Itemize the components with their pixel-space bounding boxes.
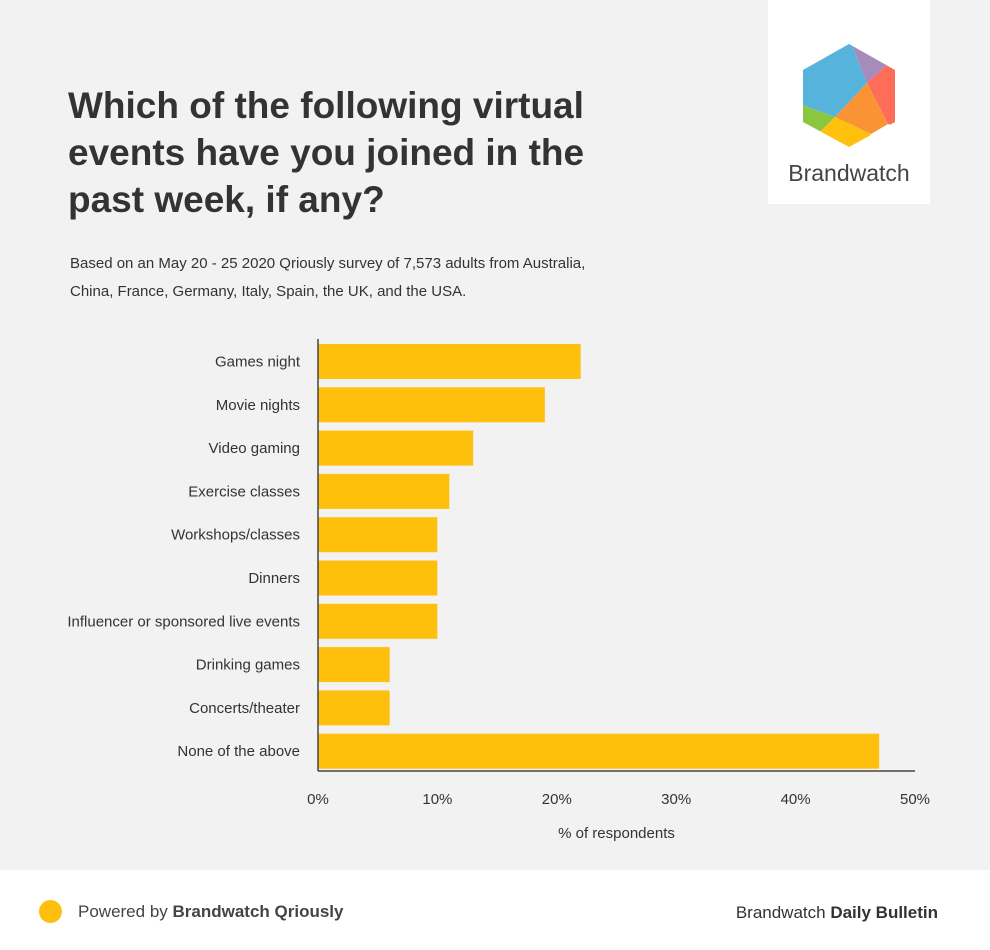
x-tick-label: 0%	[307, 791, 329, 808]
powered-by: Powered by Brandwatch Qriously	[78, 902, 343, 922]
bar	[318, 733, 880, 769]
bar	[318, 430, 474, 466]
bar	[318, 387, 545, 423]
chart-title: Which of the following virtual events ha…	[68, 85, 585, 220]
bar-chart: Games night Movie nights Video gaming Exerc…	[67, 339, 930, 842]
category-label: Influencer or sponsored live events	[67, 613, 300, 630]
footer: Powered by Brandwatch Qriously Brandwatc…	[0, 870, 990, 950]
bulletin-bold: Daily Bulletin	[830, 903, 938, 922]
bar	[318, 647, 390, 683]
chart-subtitle: Based on an May 20 - 25 2020 Qriously su…	[70, 255, 586, 300]
category-label: Exercise classes	[188, 483, 300, 500]
bar	[318, 473, 450, 509]
category-label: Workshops/classes	[171, 527, 300, 544]
x-axis-label: % of respondents	[558, 825, 675, 842]
bar	[318, 603, 438, 639]
bar	[318, 560, 438, 596]
daily-bulletin: Brandwatch Daily Bulletin	[736, 903, 938, 923]
powered-prefix: Powered by	[78, 902, 173, 921]
x-tick-label: 40%	[781, 791, 811, 808]
bar	[318, 690, 390, 726]
category-label: Dinners	[248, 570, 300, 587]
hexagon-logo-icon	[803, 44, 895, 147]
category-label: Games night	[215, 354, 301, 371]
category-label: Concerts/theater	[189, 700, 300, 717]
logo-text: Brandwatch	[788, 160, 910, 186]
x-tick-label: 10%	[422, 791, 452, 808]
bulletin-prefix: Brandwatch	[735, 903, 831, 922]
category-label: Movie nights	[216, 397, 300, 414]
brandwatch-logo: Brandwatch	[768, 0, 930, 204]
bar	[318, 517, 438, 553]
x-tick-label: 20%	[542, 791, 572, 808]
powered-brand: Brandwatch Qriously	[172, 902, 344, 921]
x-tick-label: 50%	[900, 791, 930, 808]
brand-dot-icon	[39, 900, 62, 923]
bar	[318, 344, 581, 379]
category-label: None of the above	[177, 743, 300, 760]
category-label: Drinking games	[196, 657, 300, 674]
category-label: Video gaming	[209, 440, 300, 457]
x-tick-label: 30%	[661, 791, 691, 808]
